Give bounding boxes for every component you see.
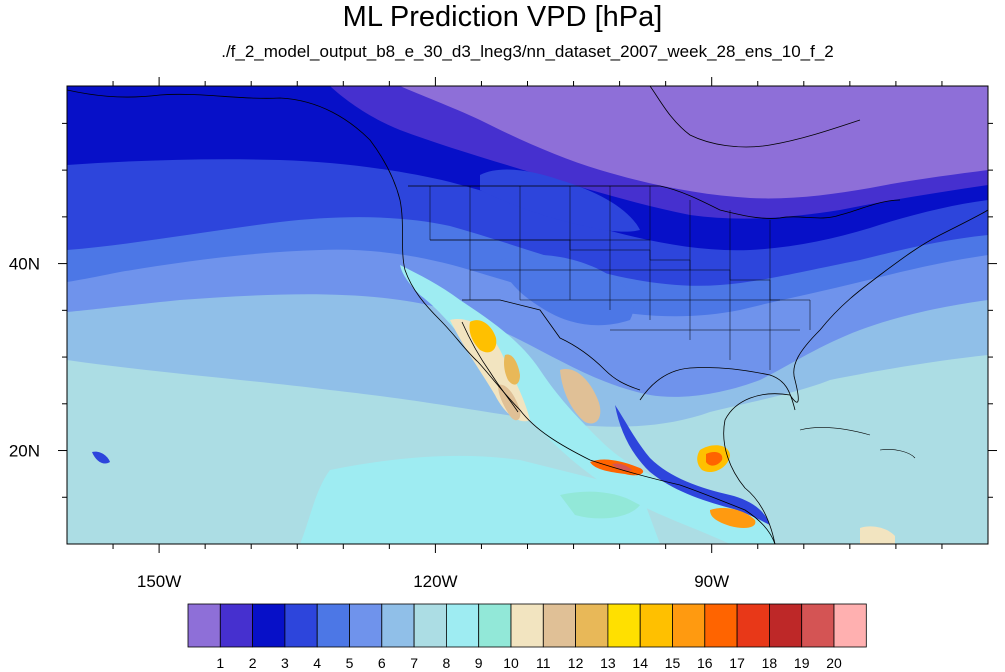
colorbar-swatch [801,603,835,648]
colorbar-label: 16 [697,655,713,671]
vpd-contour-3-sierra [615,405,770,525]
state-line [609,186,651,320]
colorbar-label: 20 [826,655,842,671]
state-line [569,186,611,310]
state-line [689,200,731,360]
colorbar-labels: 1 2 3 4 5 6 7 8 9 10 11 12 13 14 15 16 17 18 19 20 [216,655,842,671]
colorbar-swatch [316,603,350,648]
axis-ticks [58,77,997,553]
colorbar-swatch [187,603,221,648]
colorbar-label: 4 [313,655,321,671]
colorbar-swatch [478,603,512,648]
colorbar-label: 11 [536,655,551,671]
gulf-coastline [723,209,988,544]
coastlines [67,86,988,544]
colorbar-swatch [219,603,254,648]
hudson-bay-coast [649,86,861,148]
colorbar-swatch [413,603,447,648]
colorbar-swatch [510,603,544,648]
colorbar-label: 7 [410,655,418,671]
caribbean-islands [799,427,916,459]
colorbar-label: 2 [249,655,257,671]
colorbar-swatch [349,603,383,648]
vpd-contour-0 [400,86,988,199]
colorbar-swatch [252,603,286,648]
vpd-contour-3-hawaii [92,451,110,464]
colorbar-swatch [575,603,609,648]
lon-tick-label: 90W [694,572,729,591]
vpd-contour-16-yucatan [706,452,723,466]
colorbar-label: 6 [378,655,386,671]
colorbar-label: 12 [568,655,584,671]
vpd-contour-11-plateau [560,369,601,424]
colorbar-label: 3 [281,655,289,671]
colorbar-swatch [607,603,641,648]
colorbar-label: 15 [665,655,681,671]
map-plot-area [67,86,988,544]
vpd-contour-9 [300,455,660,544]
state-boundaries [429,186,811,370]
map-subtitle: ./f_2_model_output_b8_e_30_d3_lneg3/nn_d… [221,42,834,61]
colorbar-label: 8 [443,655,451,671]
lat-tick-label: 40N [9,255,40,274]
gulf-of-mexico-coast [639,367,796,411]
state-line [729,210,771,370]
vpd-contour-10 [560,491,640,519]
colorbar-label: 14 [632,655,648,671]
colorbar-swatch [769,603,803,648]
vpd-contour-4-interior [480,169,640,232]
axis-tick-labels: 150W 120W 90W 40N 20N [9,255,729,591]
vpd-contour-18-guerrero [612,463,632,471]
colorbar [187,603,867,648]
lon-tick-label: 120W [413,572,457,591]
baja-peninsula [461,321,519,413]
colorbar-swatch [704,603,738,648]
colorbar-label: 13 [600,655,616,671]
vpd-contour-12-sierra [498,384,521,421]
colorbar-swatch [736,603,770,648]
lon-tick-label: 150W [137,572,181,591]
colorbar-label: 17 [729,655,745,671]
cuba-outline [799,427,871,436]
north-america-coastline [67,89,776,544]
vpd-contour-11-caribbean [860,526,895,544]
vpd-contour-3-interior [500,254,634,326]
colorbar-swatch [639,603,673,648]
colorbar-swatch [542,603,576,648]
vpd-contour-7 [67,355,988,544]
map-title: ML Prediction VPD [hPa] [342,1,663,33]
colorbar-label: 5 [346,655,354,671]
colorbar-swatch [445,603,480,648]
hispaniola-outline [879,449,916,459]
state-line [769,220,811,330]
colorbar-swatch [672,603,706,648]
colorbar-label: 19 [794,655,810,671]
colorbar-label: 10 [503,655,519,671]
canada-us-border [408,185,901,219]
lat-tick-label: 20N [9,442,40,461]
colorbar-swatch [833,603,867,648]
colorbar-swatch [381,603,415,648]
colorbar-label: 18 [762,655,778,671]
colorbar-swatch [284,603,318,648]
colorbar-label: 1 [216,655,224,671]
vpd-contour-13-baja [469,320,497,353]
vpd-contour-15-honduras [710,508,756,528]
colorbar-label: 9 [475,655,483,671]
us-mexico-border [462,299,641,391]
vpd-contour-12-baja [504,354,520,385]
